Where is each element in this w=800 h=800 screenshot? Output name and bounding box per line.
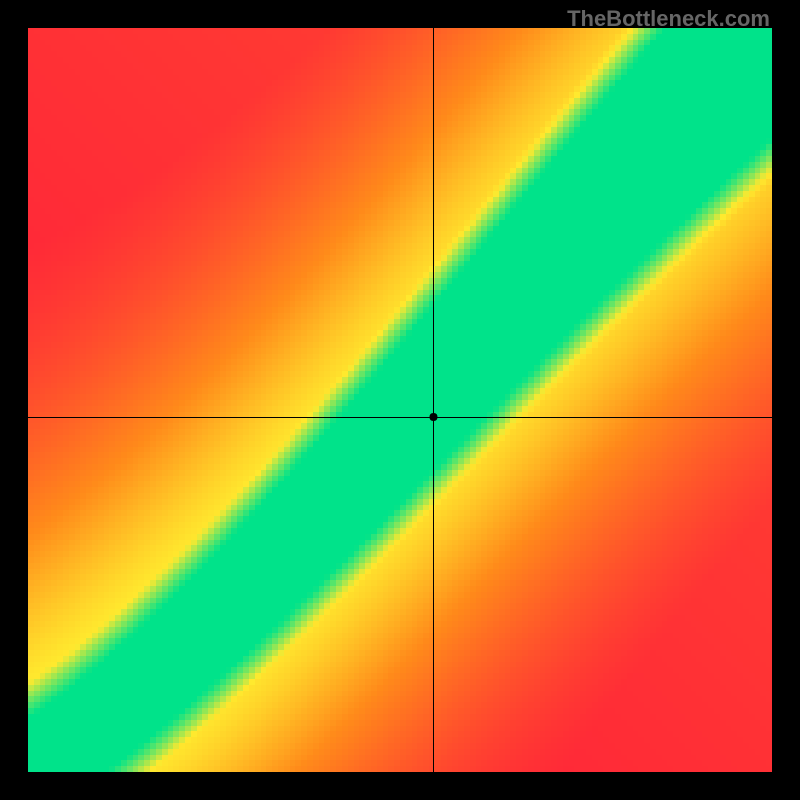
chart-container: TheBottleneck.com: [0, 0, 800, 800]
watermark-text: TheBottleneck.com: [567, 6, 770, 32]
heatmap-canvas: [0, 0, 800, 800]
